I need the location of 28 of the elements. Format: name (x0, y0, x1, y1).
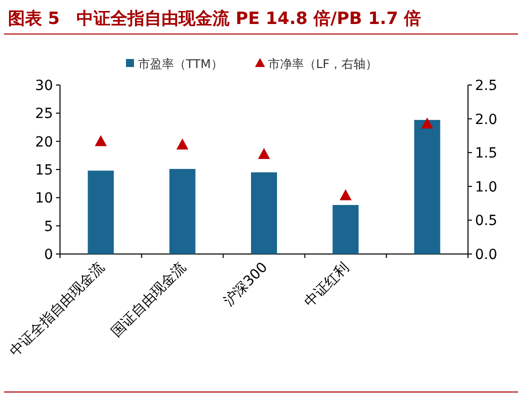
point (94, 135, 107, 146)
legend-label: 市盈率（TTM） (138, 57, 223, 71)
point (340, 189, 352, 200)
chart-title: 图表 5 中证全指自由现金流 PE 14.8 倍/PB 1.7 倍 (8, 9, 422, 29)
y-tick-label: 10 (35, 190, 53, 207)
bar (251, 172, 277, 254)
y-tick-label: 20 (35, 134, 53, 150)
y2-tick-label: 2.0 (475, 112, 498, 128)
y-tick-label: 5 (44, 218, 53, 235)
y2-tick-label: 1.5 (475, 146, 498, 162)
legend-label: 市净率（LF，右轴） (268, 57, 378, 71)
x-tick-label: 国证自由现金流 (108, 260, 190, 340)
point (258, 148, 270, 159)
y2-tick-label: 2.5 (475, 78, 498, 94)
y-tick-label: 15 (35, 162, 53, 178)
bar (414, 120, 440, 254)
y2-tick-label: 0.5 (475, 213, 498, 230)
y2-tick-label: 1.0 (475, 179, 498, 196)
point (176, 138, 188, 150)
bar (332, 204, 359, 254)
y-tick-label: 30 (35, 78, 53, 94)
bar (88, 170, 114, 254)
y-tick-label: 25 (35, 106, 53, 122)
x-tick-label: 中证红利 (302, 260, 352, 310)
point (421, 118, 434, 129)
bar (169, 168, 196, 254)
x-tick-label: 沪深300 (220, 260, 271, 310)
y2-tick-label: 0.0 (475, 247, 498, 263)
